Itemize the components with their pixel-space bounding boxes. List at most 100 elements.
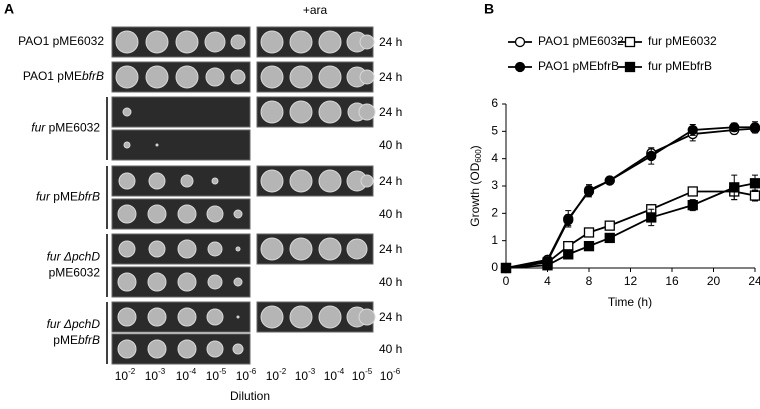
colony bbox=[123, 141, 131, 149]
strain-label-part: pME bbox=[53, 333, 78, 347]
colony bbox=[177, 239, 197, 259]
data-point bbox=[583, 227, 595, 238]
colony bbox=[206, 308, 224, 326]
strain-label-part: pME6032 bbox=[45, 121, 100, 135]
legend-marker bbox=[514, 36, 526, 48]
data-point bbox=[604, 232, 615, 244]
legend-label: PAO1 pME6032 bbox=[538, 34, 624, 48]
colony bbox=[207, 274, 223, 290]
colony bbox=[122, 107, 132, 117]
strain-label-part: PAO1 pME bbox=[23, 69, 82, 83]
data-point bbox=[729, 122, 740, 133]
colony bbox=[177, 204, 197, 224]
colony bbox=[318, 100, 342, 124]
panel-letter: A bbox=[4, 1, 14, 17]
colony bbox=[232, 343, 244, 355]
dilution-base: 10 bbox=[206, 369, 220, 383]
dilution-label: 10-4 bbox=[176, 367, 197, 383]
colony bbox=[360, 174, 374, 188]
strain-label: fur pMEbfrB bbox=[36, 190, 100, 204]
colony bbox=[148, 172, 166, 190]
colony bbox=[260, 100, 284, 124]
colony bbox=[260, 237, 284, 261]
colony bbox=[147, 339, 167, 359]
data-point bbox=[729, 182, 740, 193]
data-point bbox=[604, 220, 615, 231]
data-point bbox=[542, 260, 553, 271]
dilution-base: 10 bbox=[266, 369, 280, 383]
dilution-label: 10-6 bbox=[380, 367, 401, 383]
y-tick-label: 0 bbox=[491, 260, 498, 274]
colony bbox=[204, 31, 226, 53]
dilution-label: 10-5 bbox=[352, 367, 373, 383]
panel-letter: B bbox=[484, 1, 494, 17]
data-point bbox=[749, 178, 760, 189]
colony bbox=[318, 30, 342, 54]
colony bbox=[230, 69, 246, 85]
y-tick-label: 4 bbox=[491, 151, 498, 165]
x-tick-label: 0 bbox=[503, 274, 510, 288]
legend-label: fur pMEbfrB bbox=[648, 59, 712, 73]
data-point bbox=[646, 212, 657, 223]
colony bbox=[117, 307, 137, 327]
dilution-base: 10 bbox=[145, 369, 159, 383]
colony bbox=[318, 305, 342, 329]
strain-label-part: bfrB bbox=[78, 190, 100, 204]
dilution-exp: -6 bbox=[393, 367, 401, 376]
x-axis-label: Time (h) bbox=[608, 295, 652, 309]
colony bbox=[358, 308, 376, 326]
colony bbox=[260, 169, 284, 193]
colony bbox=[145, 30, 169, 54]
dilution-exp: -2 bbox=[279, 367, 287, 376]
colony bbox=[206, 340, 224, 358]
dilution-exp: -6 bbox=[249, 367, 257, 376]
strain-label-part: fur ΔpchD bbox=[47, 250, 101, 264]
series-line bbox=[505, 190, 756, 269]
legend-label: PAO1 pMEbfrB bbox=[538, 59, 619, 73]
colony bbox=[289, 305, 313, 329]
dilution-base: 10 bbox=[176, 369, 190, 383]
x-tick-label: 12 bbox=[624, 274, 638, 288]
time-label: 40 h bbox=[379, 275, 402, 289]
time-label: 24 h bbox=[379, 35, 402, 49]
data-point bbox=[563, 249, 574, 260]
colony bbox=[260, 65, 284, 89]
colony bbox=[118, 240, 136, 258]
colony bbox=[118, 172, 136, 190]
strain-label: pME6032 bbox=[49, 266, 101, 280]
dilution-label: 10-2 bbox=[266, 367, 287, 383]
colony bbox=[207, 241, 223, 257]
data-point bbox=[749, 122, 760, 133]
y-tick-label: 5 bbox=[491, 124, 498, 138]
axis-label: Dilution bbox=[230, 389, 270, 403]
colony bbox=[147, 307, 167, 327]
dilution-base: 10 bbox=[352, 369, 366, 383]
strain-label: fur ΔpchD bbox=[47, 317, 101, 331]
data-point bbox=[646, 150, 657, 162]
legend-marker bbox=[624, 36, 636, 48]
y-tick-label: 2 bbox=[491, 206, 498, 220]
legend-marker bbox=[514, 61, 526, 73]
colony bbox=[230, 34, 246, 50]
legend-label: fur pME6032 bbox=[648, 34, 717, 48]
dilution-label: 10-3 bbox=[145, 367, 166, 383]
dilution-base: 10 bbox=[324, 369, 338, 383]
colony bbox=[289, 30, 313, 54]
dilution-exp: -3 bbox=[308, 367, 316, 376]
dilution-label: 10-4 bbox=[324, 367, 345, 383]
dilution-base: 10 bbox=[115, 369, 129, 383]
dilution-exp: -5 bbox=[365, 367, 373, 376]
colony bbox=[211, 177, 219, 185]
colony bbox=[289, 237, 313, 261]
data-point bbox=[583, 184, 595, 196]
y-tick-label: 6 bbox=[491, 96, 498, 110]
x-tick-label: 16 bbox=[665, 274, 679, 288]
time-label: 24 h bbox=[379, 242, 402, 256]
colony bbox=[147, 204, 167, 224]
data-point bbox=[563, 215, 574, 226]
colony bbox=[318, 65, 342, 89]
strain-label: fur ΔpchD bbox=[47, 250, 101, 264]
colony bbox=[318, 237, 342, 261]
data-point bbox=[749, 190, 760, 201]
colony bbox=[236, 315, 240, 319]
